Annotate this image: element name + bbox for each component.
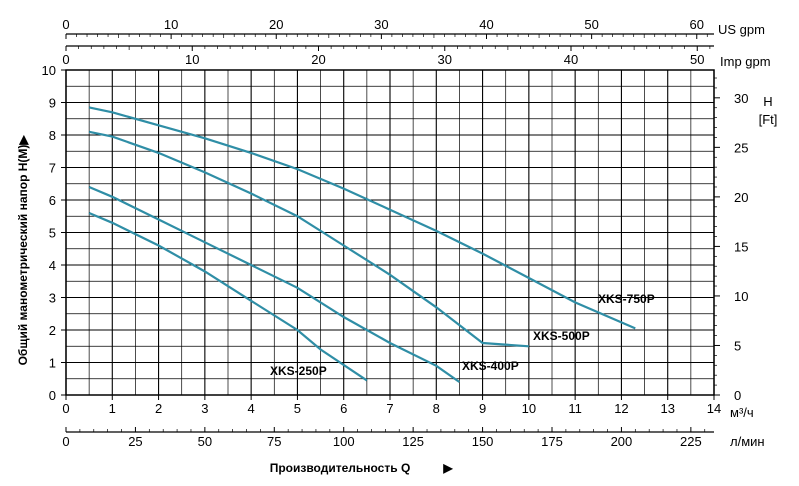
y-tick-label: 7	[49, 161, 56, 176]
x-tick-label: 11	[568, 401, 582, 416]
x-tick-label: 6	[340, 401, 347, 416]
ft-tick-label: 0	[734, 388, 741, 403]
x-tick-label: 10	[522, 401, 536, 416]
y-tick-label: 1	[49, 356, 56, 371]
impgpm-tick-label: 30	[438, 52, 452, 67]
x-tick-label: 8	[433, 401, 440, 416]
unit-m3h: м³/ч	[730, 405, 754, 420]
unit-impgpm: Imp gpm	[720, 54, 771, 69]
lpm-tick-label: 0	[62, 434, 69, 449]
y-tick-label: 6	[49, 193, 56, 208]
x-tick-label: 3	[201, 401, 208, 416]
x-axis-title: Производительность Q	[270, 461, 411, 475]
lpm-tick-label: 50	[198, 434, 212, 449]
usgpm-tick-label: 0	[62, 17, 69, 32]
usgpm-tick-label: 40	[479, 17, 493, 32]
series-line	[88, 211, 368, 382]
series-label: XKS-250P	[270, 364, 327, 378]
x-tick-label: 4	[248, 401, 255, 416]
x-tick-label: 7	[386, 401, 393, 416]
y-tick-label: 10	[42, 63, 56, 78]
usgpm-tick-label: 60	[690, 17, 704, 32]
x-tick-label: 9	[479, 401, 486, 416]
lpm-tick-label: 175	[541, 434, 563, 449]
x-tick-label: 14	[707, 401, 721, 416]
series-line	[88, 185, 461, 383]
ft-tick-label: 15	[734, 239, 748, 254]
y-tick-label: 4	[49, 258, 56, 273]
grid	[65, 69, 715, 396]
series-line	[88, 106, 636, 330]
y-tick-label: 9	[49, 96, 56, 111]
impgpm-tick-label: 50	[690, 52, 704, 67]
series-line	[88, 130, 529, 348]
lpm-tick-label: 150	[472, 434, 494, 449]
y-tick-label: 8	[49, 128, 56, 143]
x-tick-label: 2	[155, 401, 162, 416]
impgpm-tick-label: 10	[185, 52, 199, 67]
lpm-tick-label: 100	[333, 434, 355, 449]
y-tick-label: 5	[49, 226, 56, 241]
x-tick-label: 0	[62, 401, 69, 416]
lpm-tick-label: 25	[128, 434, 142, 449]
series-label: XKS-400P	[462, 359, 519, 373]
ft-tick-label: 10	[734, 289, 748, 304]
series-label: XKS-500P	[533, 329, 590, 343]
lpm-tick-label: 125	[402, 434, 424, 449]
axes: 0 1 2 3 4 5 6 7 8 9 10 11 12 13 140 25 50 75 100 125 150 175 2…	[42, 17, 749, 449]
y-tick-label: 2	[49, 323, 56, 338]
y-tick-label: 0	[49, 388, 56, 403]
impgpm-tick-label: 0	[62, 52, 69, 67]
impgpm-tick-label: 20	[311, 52, 325, 67]
usgpm-tick-label: 10	[164, 17, 178, 32]
y-axis-title: Общий манометрический напор H(M)	[16, 145, 30, 366]
lpm-tick-label: 200	[611, 434, 633, 449]
unit-usgpm: US gpm	[718, 22, 765, 37]
x-tick-label: 5	[294, 401, 301, 416]
unit-ft: [Ft]	[759, 112, 778, 127]
x-tick-label: 1	[109, 401, 116, 416]
lpm-tick-label: 225	[680, 434, 702, 449]
y-tick-label: 3	[49, 291, 56, 306]
x-axis-arrow: ▶	[442, 461, 453, 475]
ft-tick-label: 5	[734, 338, 741, 353]
series-label: XKS-750P	[598, 292, 655, 306]
ft-tick-label: 25	[734, 140, 748, 155]
ft-tick-label: 20	[734, 190, 748, 205]
unit-h: H	[763, 94, 772, 109]
x-tick-label: 12	[614, 401, 628, 416]
labels: Общий манометрический напор H(M) ▶ Произ…	[16, 22, 777, 475]
impgpm-tick-label: 40	[564, 52, 578, 67]
usgpm-tick-label: 50	[584, 17, 598, 32]
usgpm-tick-label: 20	[269, 17, 283, 32]
usgpm-tick-label: 30	[374, 17, 388, 32]
unit-lpm: л/мин	[730, 434, 765, 449]
ft-tick-label: 30	[734, 91, 748, 106]
curves: XKS-250P XKS-400P XKS-500P XKS-750P	[88, 106, 655, 383]
y-axis-arrow: ▶	[16, 135, 30, 146]
lpm-tick-label: 75	[267, 434, 281, 449]
x-tick-label: 13	[660, 401, 674, 416]
